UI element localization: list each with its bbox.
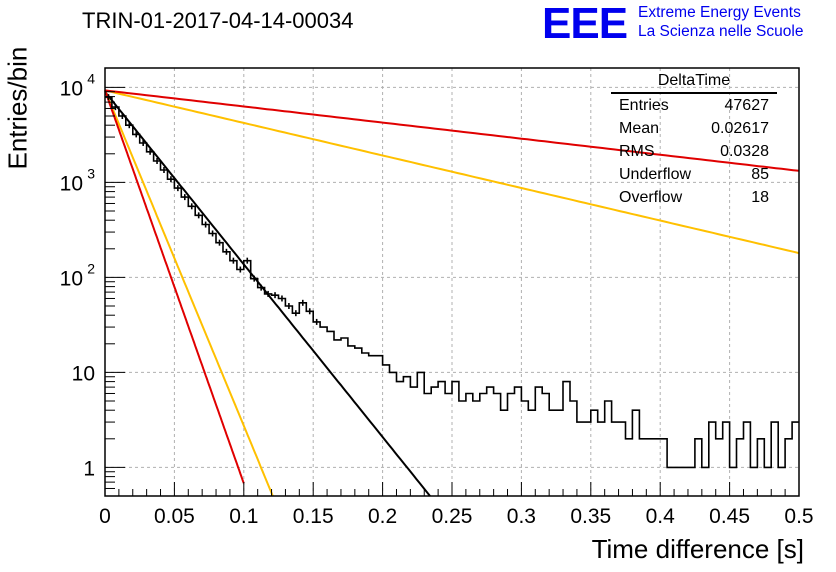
stats-title: DeltaTime <box>611 70 777 94</box>
stats-value: 18 <box>751 189 769 206</box>
fit-curve <box>104 90 245 484</box>
x-tick-label: 0.5 <box>784 505 813 528</box>
logo-line-1: Extreme Energy Events <box>638 4 801 21</box>
y-tick-exponent: 3 <box>87 165 95 181</box>
y-tick-label: 1 <box>83 457 95 480</box>
y-tick-label: 10 <box>60 172 83 195</box>
x-tick-label: 0.4 <box>646 505 676 528</box>
y-tick-label: 10 <box>60 77 83 100</box>
chart-title: TRIN-01-2017-04-14-00034 <box>82 8 354 33</box>
x-tick-label: 0.25 <box>432 505 473 528</box>
fit-curve <box>104 90 274 497</box>
eee-logo-mark: EEE <box>542 0 628 48</box>
x-axis-label: Time difference [s] <box>591 534 804 564</box>
x-tick-label: 0.2 <box>368 505 397 528</box>
grid-lines <box>105 68 799 496</box>
stats-row-entries: Entries 47627 <box>611 94 777 117</box>
stats-label: RMS <box>619 143 655 160</box>
stats-value: 0.02617 <box>711 120 769 137</box>
x-tick-label: 0.1 <box>229 505 258 528</box>
stats-label: Entries <box>619 97 669 114</box>
y-tick-exponent: 4 <box>87 70 95 86</box>
fit-curve <box>104 89 800 255</box>
stats-row-rms: RMS 0.0328 <box>611 140 777 163</box>
stats-value: 0.0328 <box>720 143 769 160</box>
histogram-outline <box>105 96 799 469</box>
x-tick-label: 0.3 <box>507 505 536 528</box>
y-tick-label: 10 <box>60 267 83 290</box>
x-tick-label: 0.35 <box>570 505 611 528</box>
x-tick-label: 0.45 <box>709 505 750 528</box>
stats-row-overflow: Overflow 18 <box>611 186 777 209</box>
stats-value: 85 <box>751 166 769 183</box>
stats-row-underflow: Underflow 85 <box>611 163 777 186</box>
stats-box: DeltaTime Entries 47627 Mean 0.02617 RMS… <box>611 70 777 209</box>
stats-label: Underflow <box>619 166 692 183</box>
histogram <box>105 94 799 469</box>
stats-label: Mean <box>619 120 660 137</box>
x-tick-labels: 0 0.05 0.1 0.15 0.2 0.25 0.3 0.35 0.4 0.45 0.5 <box>99 505 813 528</box>
logo-line-2: La Scienza nelle Scuole <box>638 23 804 40</box>
x-tick-label: 0.05 <box>154 505 195 528</box>
x-tick-label: 0 <box>99 505 111 528</box>
stats-value: 47627 <box>724 97 770 114</box>
stats-row-mean: Mean 0.02617 <box>611 117 777 140</box>
fit-curves <box>104 89 800 497</box>
y-axis-label: Entries/bin <box>2 46 33 170</box>
y-tick-label: 10 <box>72 362 95 385</box>
y-tick-exponent: 2 <box>87 260 95 276</box>
fit-curve <box>104 89 800 172</box>
axis-ticks <box>104 86 800 497</box>
stats-label: Overflow <box>619 189 683 206</box>
x-tick-label: 0.15 <box>293 505 334 528</box>
